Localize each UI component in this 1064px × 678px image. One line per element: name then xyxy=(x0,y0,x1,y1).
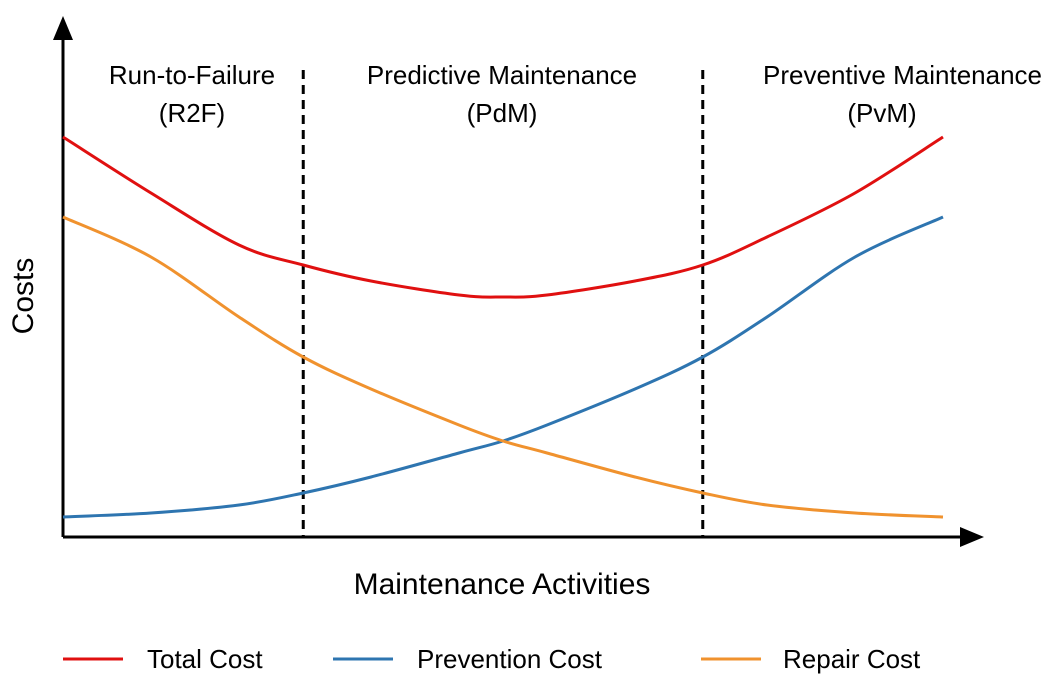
region-pdm-abbrev: (PdM) xyxy=(467,98,538,128)
x-axis-title: Maintenance Activities xyxy=(354,568,651,601)
region-r2f-title: Run-to-Failure xyxy=(109,60,275,90)
region-pvm-abbrev: (PvM) xyxy=(847,98,916,128)
y-axis-title: Costs xyxy=(7,258,40,335)
prevention-cost-line xyxy=(62,215,944,519)
legend-label-repair-cost: Repair Cost xyxy=(783,644,921,674)
x-axis-arrow-icon xyxy=(960,527,984,547)
region-r2f-abbrev: (R2F) xyxy=(159,98,225,128)
region-pdm-title: Predictive Maintenance xyxy=(367,60,637,90)
legend: Total Cost Prevention Cost Repair Cost xyxy=(63,644,921,674)
region-pvm-title: Preventive Maintenance xyxy=(763,60,1042,90)
legend-label-prevention-cost: Prevention Cost xyxy=(417,644,603,674)
y-axis-arrow-icon xyxy=(53,16,73,40)
total-cost-line xyxy=(62,135,944,299)
repair-cost-line xyxy=(62,215,944,519)
legend-label-total-cost: Total Cost xyxy=(147,644,263,674)
